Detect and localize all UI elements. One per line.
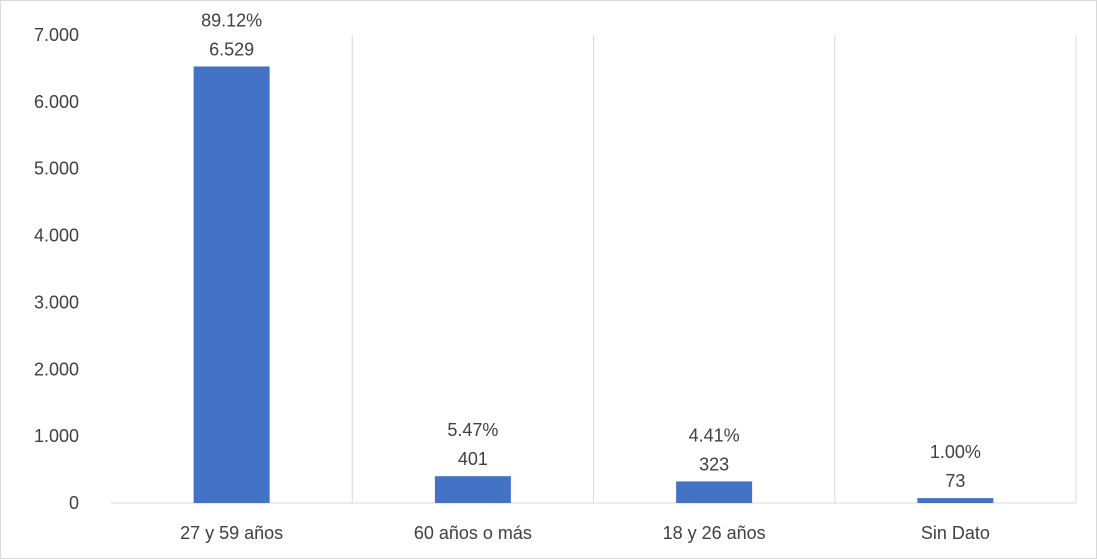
data-label-value: 401 — [458, 449, 488, 469]
y-tick-label: 1.000 — [34, 426, 79, 446]
data-label-percent: 4.41% — [689, 425, 740, 445]
data-label-value: 323 — [699, 454, 729, 474]
bar-3[interactable] — [676, 481, 753, 503]
data-label-percent: 5.47% — [447, 420, 498, 440]
data-label-percent: 89.12% — [201, 10, 262, 30]
data-label-value: 6.529 — [209, 39, 254, 59]
bar-4[interactable] — [917, 498, 994, 503]
x-tick-label: Sin Dato — [921, 523, 990, 543]
y-tick-label: 6.000 — [34, 92, 79, 112]
data-label-percent: 1.00% — [930, 442, 981, 462]
data-label-value: 73 — [945, 471, 965, 491]
y-tick-label: 5.000 — [34, 159, 79, 179]
bar-1[interactable] — [193, 66, 270, 503]
y-tick-label: 4.000 — [34, 226, 79, 246]
y-tick-label: 0 — [69, 493, 79, 513]
x-tick-label: 60 años o más — [414, 523, 532, 543]
x-tick-label: 27 y 59 años — [180, 523, 283, 543]
bar-2[interactable] — [434, 476, 511, 503]
y-tick-label: 2.000 — [34, 359, 79, 379]
x-tick-label: 18 y 26 años — [663, 523, 766, 543]
y-tick-label: 3.000 — [34, 292, 79, 312]
y-tick-label: 7.000 — [34, 25, 79, 45]
